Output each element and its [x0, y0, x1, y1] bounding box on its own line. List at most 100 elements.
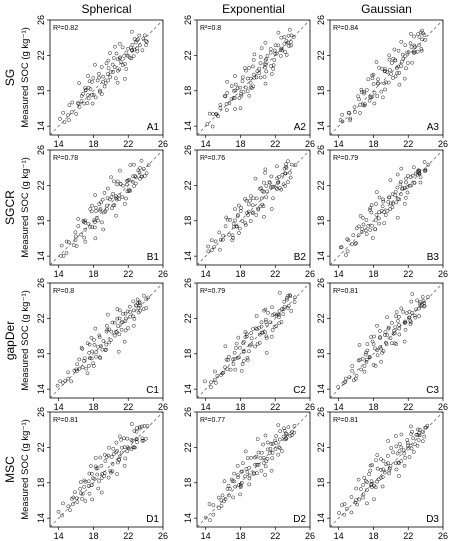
- data-point: [248, 219, 253, 223]
- data-point: [236, 203, 241, 208]
- data-point: [394, 342, 399, 346]
- data-point: [86, 74, 90, 78]
- data-point: [90, 93, 94, 97]
- data-point: [288, 175, 293, 180]
- data-point: [104, 323, 109, 328]
- data-point: [223, 94, 228, 99]
- data-point: [75, 369, 79, 373]
- data-point: [144, 39, 148, 43]
- data-point: [125, 309, 130, 314]
- panel-id-label: B3: [427, 252, 440, 263]
- data-point: [228, 367, 233, 372]
- data-point: [263, 40, 268, 45]
- x-tick-label: 18: [235, 531, 245, 541]
- data-point: [233, 107, 237, 111]
- data-point: [103, 459, 108, 463]
- data-point: [81, 358, 86, 363]
- panel-frame: [196, 411, 311, 528]
- data-point: [254, 314, 259, 318]
- data-point: [99, 200, 103, 205]
- data-point: [273, 447, 278, 451]
- data-point: [342, 502, 347, 506]
- data-point: [241, 359, 246, 363]
- data-point: [281, 307, 286, 312]
- data-point: [146, 163, 151, 168]
- data-point: [394, 200, 398, 205]
- data-point: [420, 295, 425, 299]
- data-point: [248, 198, 252, 203]
- data-point: [83, 88, 88, 93]
- data-point: [138, 176, 142, 181]
- data-point: [82, 235, 87, 240]
- data-point: [59, 243, 64, 248]
- data-point: [218, 247, 222, 252]
- data-point: [410, 429, 414, 434]
- data-point: [403, 327, 408, 332]
- data-point: [74, 496, 79, 501]
- data-point: [395, 172, 400, 177]
- data-point: [279, 320, 284, 324]
- data-point: [397, 449, 402, 454]
- data-point: [138, 308, 142, 313]
- data-point: [347, 110, 351, 115]
- data-point: [83, 220, 88, 225]
- data-point: [120, 63, 125, 68]
- data-point: [92, 342, 97, 347]
- column-title-spherical: Spherical: [81, 2, 131, 16]
- data-point: [412, 45, 417, 50]
- data-point: [99, 65, 104, 69]
- data-point: [256, 206, 260, 211]
- y-tick-label: 22: [316, 180, 326, 190]
- data-point: [223, 497, 228, 501]
- data-point: [272, 58, 277, 62]
- data-point: [94, 350, 99, 354]
- data-point: [83, 499, 88, 503]
- data-point: [344, 253, 348, 257]
- data-point: [206, 244, 211, 249]
- data-point: [393, 189, 398, 194]
- data-point: [125, 53, 130, 58]
- x-tick-label: 14: [201, 531, 211, 541]
- panel-id-label: A2: [294, 122, 307, 133]
- data-point: [78, 486, 83, 491]
- data-point: [375, 81, 380, 86]
- data-point: [223, 224, 228, 229]
- data-point: [357, 497, 362, 502]
- data-point: [272, 324, 277, 329]
- data-point: [56, 509, 61, 514]
- data-point: [235, 473, 240, 477]
- data-point: [411, 436, 415, 441]
- data-point: [104, 342, 109, 347]
- y-tick-label: 18: [36, 216, 46, 226]
- data-point: [407, 183, 412, 188]
- x-tick-label: 14: [201, 269, 211, 279]
- data-point: [417, 35, 422, 39]
- x-tick-label: 22: [123, 402, 133, 412]
- data-point: [406, 50, 411, 55]
- data-point: [386, 80, 391, 85]
- data-point: [110, 469, 115, 474]
- data-point: [364, 350, 368, 355]
- data-point: [371, 342, 376, 346]
- x-tick-label: 22: [270, 531, 280, 541]
- data-point: [225, 367, 230, 371]
- data-point: [134, 429, 139, 434]
- data-point: [277, 321, 281, 326]
- data-point: [403, 54, 407, 58]
- data-point: [222, 499, 226, 504]
- data-point: [258, 55, 263, 59]
- data-point: [394, 467, 399, 472]
- data-point: [251, 84, 256, 89]
- data-point: [380, 484, 385, 489]
- y-tick-label: 18: [36, 86, 46, 96]
- data-point: [371, 363, 376, 367]
- data-point: [90, 497, 95, 502]
- y-tick-label: 18: [316, 349, 326, 359]
- data-point: [105, 196, 110, 201]
- data-point: [138, 43, 142, 48]
- data-point: [250, 203, 255, 208]
- data-point: [287, 27, 292, 32]
- data-point: [258, 61, 263, 65]
- data-point: [345, 237, 350, 242]
